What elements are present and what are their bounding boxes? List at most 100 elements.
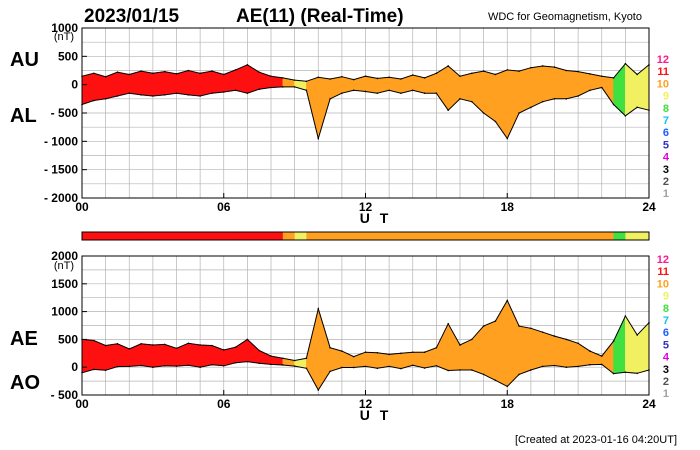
strip-segment: [141, 232, 154, 240]
data-point-al: [577, 95, 579, 97]
data-point-au: [104, 75, 107, 78]
activity-fill-segment: [518, 67, 532, 114]
data-point-ae: [282, 357, 284, 360]
activity-fill-segment: [353, 75, 366, 92]
y-tick-label: - 500: [51, 106, 79, 120]
data-point-ao: [199, 366, 201, 369]
data-point-au: [553, 66, 556, 68]
data-point-au: [352, 78, 355, 81]
activity-fill-segment: [365, 75, 378, 94]
y-tick-label: 1000: [51, 305, 78, 319]
strip-segment: [377, 232, 390, 240]
data-point-al: [364, 90, 367, 93]
strip-segment: [589, 232, 603, 240]
data-point-ao: [341, 366, 343, 369]
data-point-al: [199, 95, 201, 97]
activity-fill-segment: [152, 344, 165, 368]
legend-level-2: 2: [663, 176, 669, 188]
strip-segment: [259, 232, 272, 240]
data-point-au: [400, 78, 402, 80]
data-point-ao: [435, 365, 438, 367]
activity-fill-segment: [483, 320, 496, 381]
legend-level-3: 3: [663, 364, 669, 376]
x-tick-label: 06: [217, 200, 231, 214]
data-point-ao: [270, 363, 272, 366]
data-point-al: [459, 98, 461, 100]
data-point-al: [258, 88, 260, 90]
data-point-ae: [317, 308, 320, 310]
data-point-au: [530, 66, 532, 69]
data-point-ae: [199, 344, 201, 346]
activity-fill-segment: [542, 331, 555, 367]
data-point-au: [222, 73, 225, 76]
data-point-al: [211, 92, 213, 94]
data-point-ao: [222, 365, 225, 367]
activity-fill-segment: [164, 71, 177, 96]
data-point-ae: [222, 349, 225, 351]
data-point-al: [506, 137, 509, 140]
data-point-al: [163, 94, 166, 96]
strip-segment: [625, 232, 638, 240]
activity-fill-segment: [459, 72, 473, 103]
legend-level-10: 10: [657, 78, 669, 90]
data-point-ae: [152, 344, 154, 346]
data-point-ao: [140, 364, 142, 367]
data-point-ao: [600, 363, 603, 366]
data-point-au: [636, 73, 638, 76]
legend-level-5: 5: [663, 139, 669, 151]
strip-segment: [105, 232, 118, 240]
strip-segment: [412, 232, 425, 240]
data-point-al: [282, 86, 284, 88]
data-point-ae: [341, 350, 343, 352]
strip-frame: [81, 231, 650, 241]
data-point-ae: [624, 315, 627, 317]
data-point-ae: [364, 351, 367, 353]
activity-fill-segment: [105, 343, 118, 371]
legend-level-10: 10: [657, 278, 669, 290]
data-point-au: [270, 75, 272, 77]
data-point-al: [600, 86, 603, 89]
data-point-al: [482, 112, 485, 114]
strip-segment: [164, 232, 177, 240]
activity-fill-segment: [495, 299, 508, 387]
data-point-al: [553, 98, 556, 100]
data-point-ae: [482, 325, 485, 327]
legend-level-11: 11: [657, 266, 669, 278]
y-unit-label: (nT): [54, 260, 74, 272]
strip-segment: [542, 232, 555, 240]
data-point-ao: [234, 361, 237, 364]
x-axis-label: U T: [360, 407, 392, 423]
activity-fill-segment: [176, 70, 189, 96]
data-point-ae: [577, 342, 579, 345]
data-point-ao: [376, 367, 379, 370]
activity-fill-segment: [554, 66, 567, 100]
activity-fill-segment: [128, 343, 142, 367]
data-point-ao: [211, 363, 213, 366]
data-point-ao: [624, 371, 627, 374]
legend-level-8: 8: [663, 103, 669, 115]
y-tick-label: - 2000: [44, 191, 78, 205]
strip-segment: [389, 232, 402, 240]
activity-fill-segment: [81, 339, 95, 374]
data-point-ao: [636, 372, 638, 375]
data-point-ao: [541, 365, 544, 368]
data-point-ao: [506, 385, 509, 388]
activity-fill-segment: [377, 352, 390, 369]
data-point-ao: [116, 365, 119, 368]
data-point-au: [447, 65, 449, 67]
activity-fill-segment: [424, 72, 437, 94]
strip-segment: [400, 232, 414, 240]
x-tick-label: 24: [642, 397, 656, 411]
strip-segment: [117, 232, 130, 240]
data-point-al: [341, 92, 343, 94]
data-point-ao: [423, 367, 426, 369]
activity-fill-segment: [447, 322, 461, 371]
strip-segment: [566, 232, 579, 240]
activity-fill-segment: [140, 70, 154, 97]
legend-level-9: 9: [663, 291, 669, 303]
data-point-ae: [494, 320, 497, 322]
data-point-al: [612, 103, 615, 106]
activity-fill-segment: [258, 71, 272, 90]
strip-segment: [152, 232, 166, 240]
